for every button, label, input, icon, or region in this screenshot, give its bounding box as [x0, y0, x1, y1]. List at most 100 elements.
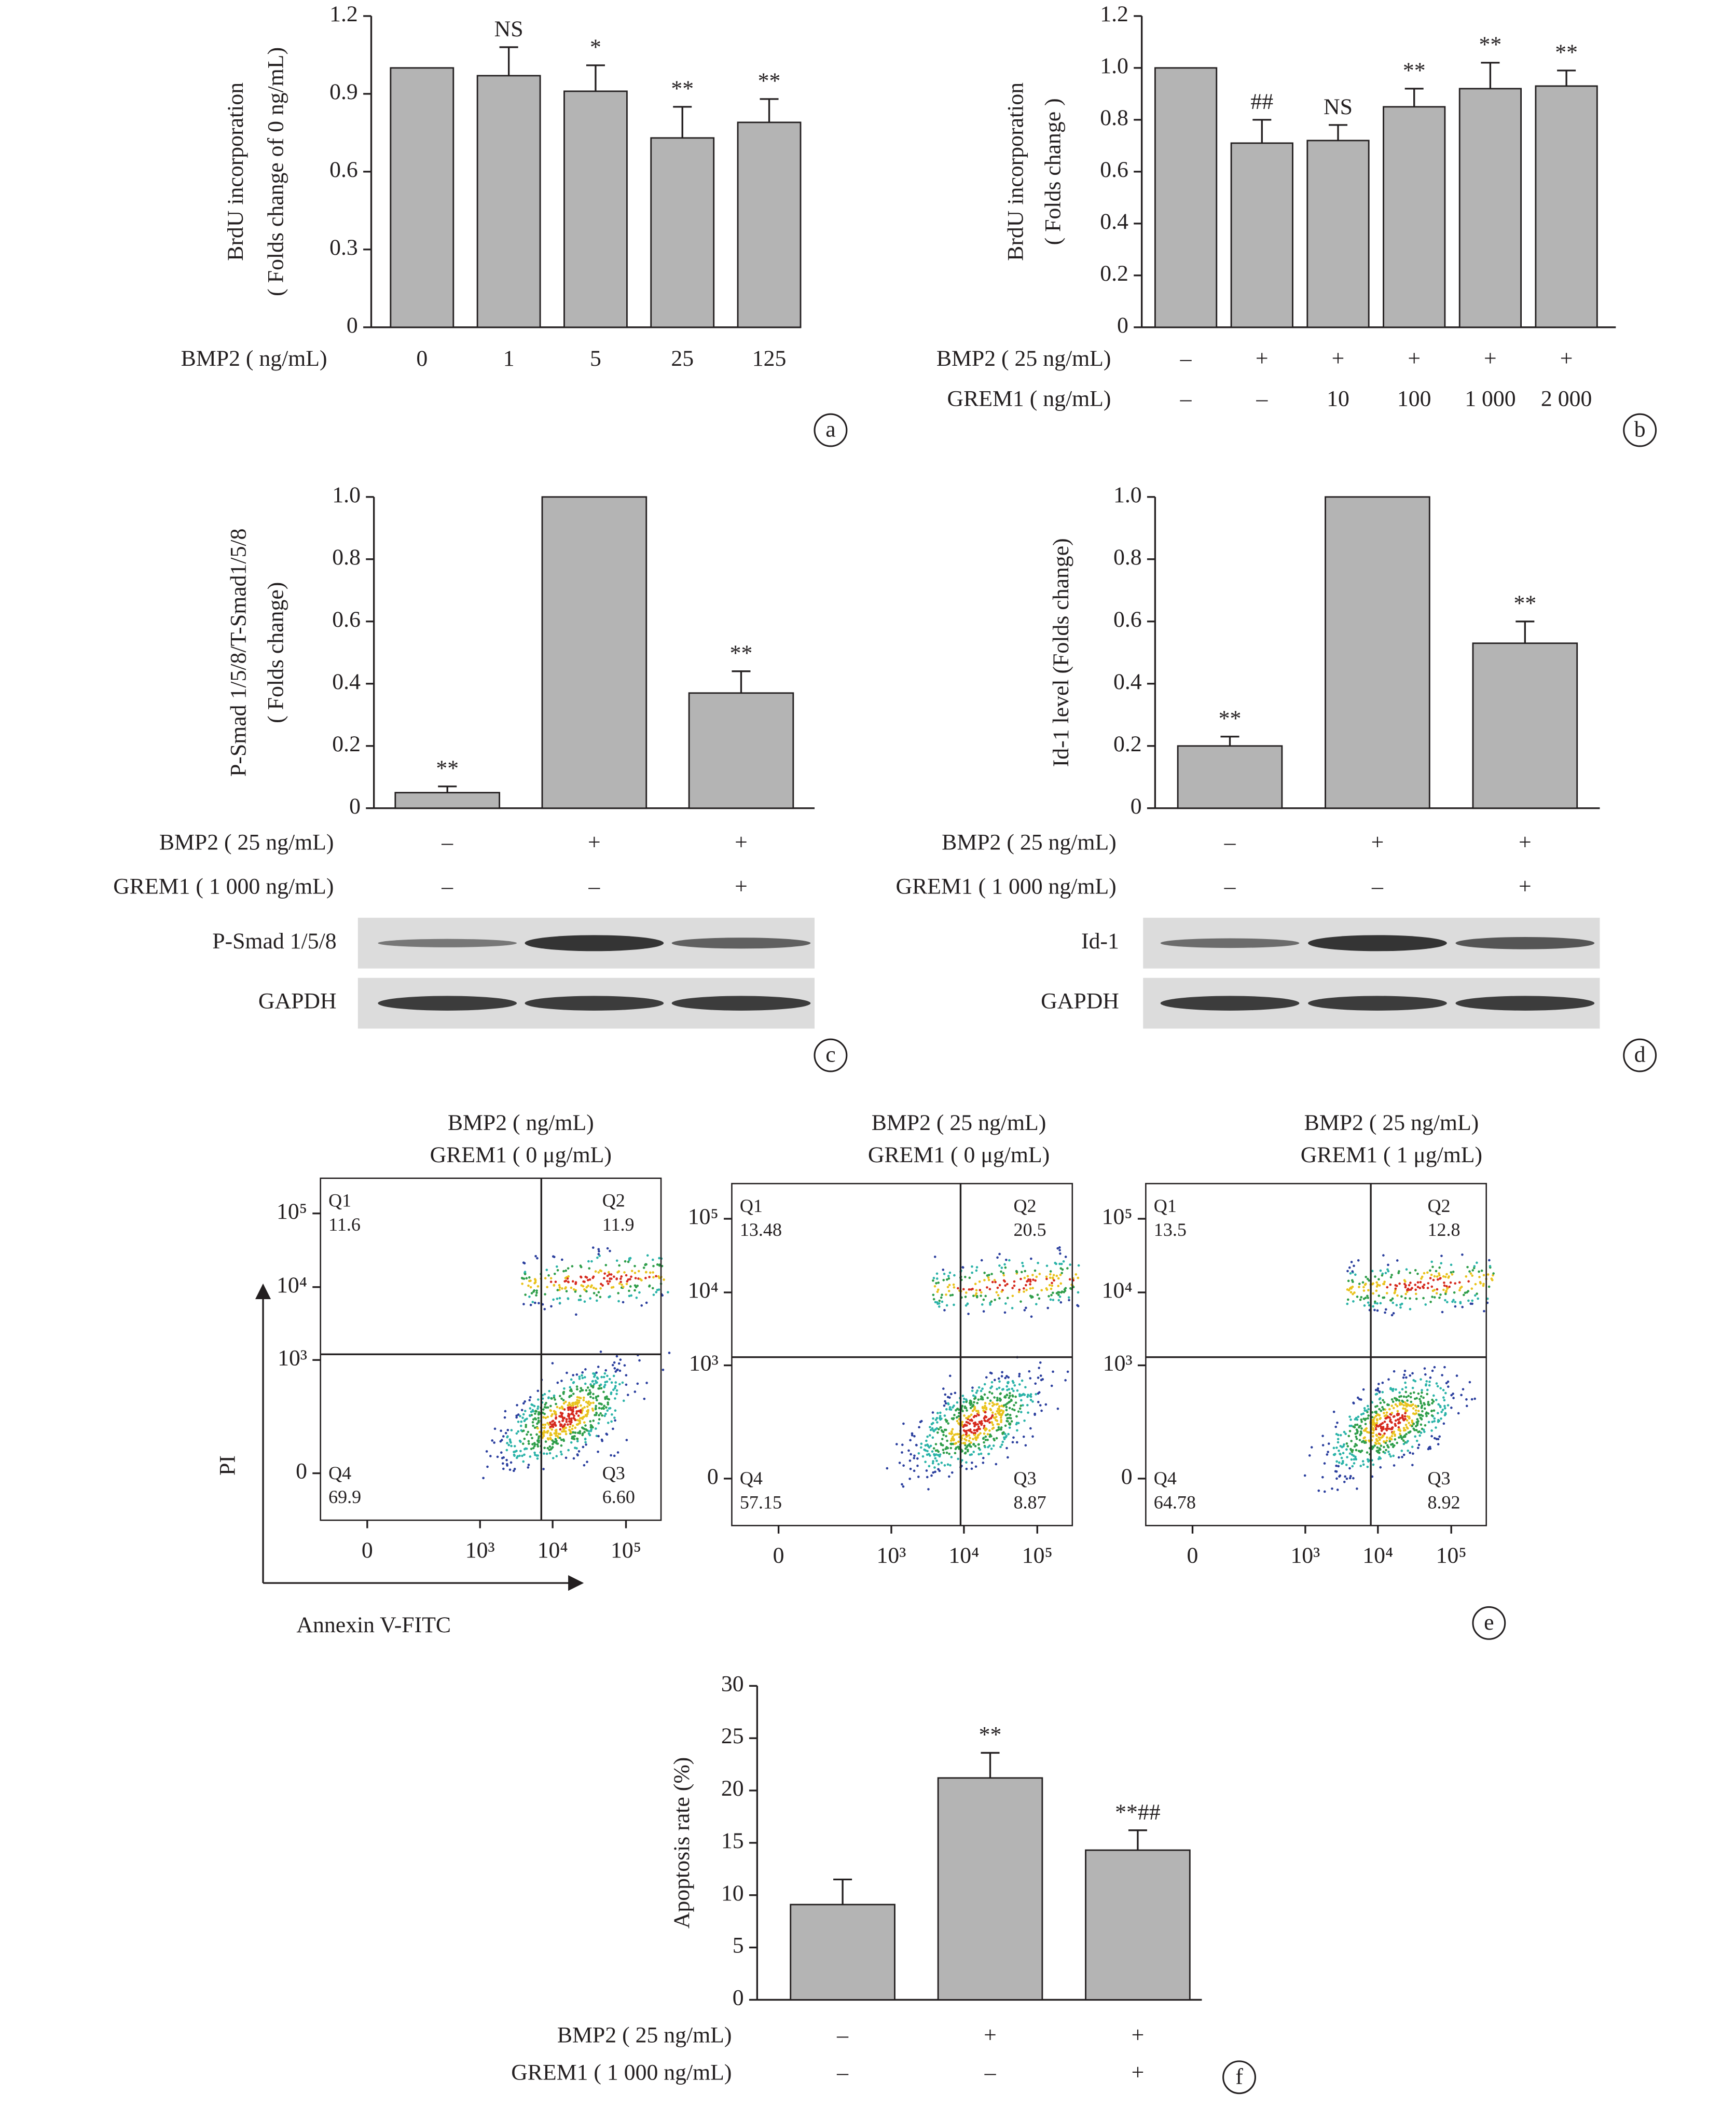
event-dot	[567, 1275, 570, 1278]
plot-title: GREM1 ( 0 μg/mL)	[430, 1142, 612, 1167]
event-dot	[1405, 1268, 1408, 1271]
event-dot	[648, 1284, 651, 1287]
event-dot	[515, 1432, 518, 1435]
event-dot	[625, 1439, 628, 1441]
event-dot	[1317, 1489, 1320, 1492]
event-dot	[567, 1280, 570, 1283]
event-dot	[593, 1292, 596, 1294]
event-dot	[1077, 1291, 1080, 1294]
event-dot	[1430, 1409, 1433, 1412]
event-dot	[982, 1437, 985, 1439]
plot-frame	[731, 1182, 1073, 1526]
event-dot	[965, 1461, 968, 1464]
event-dot	[982, 1462, 985, 1464]
event-dot	[531, 1409, 534, 1412]
quadrant-name: Q1	[328, 1190, 351, 1211]
event-dot	[606, 1247, 609, 1250]
event-dot	[603, 1386, 605, 1388]
event-dot	[1027, 1411, 1029, 1414]
event-dot	[597, 1366, 600, 1368]
event-dot	[984, 1294, 987, 1298]
event-dot	[989, 1303, 991, 1306]
event-dot	[1374, 1415, 1377, 1417]
event-dot	[1441, 1409, 1444, 1411]
event-dot	[1445, 1382, 1448, 1385]
event-dot	[939, 1415, 942, 1417]
event-dot	[543, 1412, 546, 1415]
event-dot	[599, 1269, 602, 1272]
event-dot	[1427, 1421, 1430, 1424]
event-dot	[1039, 1374, 1042, 1377]
event-dot	[962, 1400, 965, 1403]
y-tick-label: 10⁴	[688, 1278, 719, 1303]
event-dot	[1023, 1276, 1026, 1279]
event-dot	[600, 1375, 603, 1379]
event-dot	[1432, 1278, 1435, 1282]
event-dot	[506, 1429, 509, 1431]
event-dot	[533, 1404, 536, 1408]
event-dot	[955, 1433, 957, 1436]
event-dot	[585, 1389, 588, 1392]
event-dot	[1421, 1389, 1423, 1391]
event-dot	[987, 1278, 990, 1282]
event-dot	[520, 1429, 523, 1432]
event-dot	[1371, 1411, 1374, 1414]
event-dot	[638, 1291, 641, 1294]
event-dot	[593, 1383, 596, 1386]
x-tick-label: 10⁴	[1362, 1543, 1393, 1568]
event-dot	[1386, 1444, 1389, 1447]
event-dot	[1005, 1394, 1009, 1396]
event-dot	[967, 1313, 970, 1315]
event-dot	[1437, 1443, 1440, 1445]
event-dot	[597, 1291, 600, 1294]
event-dot	[1007, 1401, 1010, 1404]
panel-letter-circle	[1472, 1606, 1506, 1640]
significance-label: *	[590, 35, 601, 60]
row-value: +	[1484, 346, 1497, 371]
event-dot	[1009, 1391, 1011, 1395]
event-dot	[578, 1432, 582, 1435]
event-dot	[553, 1272, 556, 1275]
event-dot	[1439, 1277, 1442, 1279]
event-dot	[1310, 1446, 1313, 1449]
event-dot	[947, 1290, 950, 1292]
y-tick-label: 0	[707, 1464, 719, 1489]
event-dot	[523, 1410, 527, 1412]
event-dot	[916, 1464, 919, 1467]
event-dot	[971, 1410, 974, 1412]
event-dot	[994, 1413, 997, 1416]
event-dot	[1010, 1398, 1013, 1401]
event-dot	[574, 1282, 577, 1285]
event-dot	[968, 1439, 971, 1442]
event-dot	[527, 1442, 530, 1445]
event-dot	[1004, 1266, 1007, 1269]
event-dot	[620, 1275, 623, 1278]
event-dot	[1406, 1419, 1409, 1422]
event-dot	[1020, 1271, 1023, 1274]
event-dot	[1004, 1403, 1007, 1406]
event-dot	[1409, 1396, 1412, 1399]
event-dot	[1425, 1411, 1428, 1414]
y-tick-label: 30	[721, 1671, 744, 1696]
y-tick-label: 0.9	[329, 79, 358, 104]
event-dot	[599, 1412, 602, 1415]
event-dot	[1444, 1391, 1447, 1395]
event-dot	[612, 1427, 614, 1430]
event-dot	[902, 1485, 905, 1488]
event-dot	[1000, 1404, 1003, 1408]
row-value: +	[1332, 346, 1345, 371]
event-dot	[1435, 1292, 1438, 1295]
event-dot	[1051, 1284, 1054, 1287]
event-dot	[597, 1450, 599, 1453]
event-dot	[1416, 1281, 1420, 1284]
event-dot	[614, 1385, 617, 1387]
event-dot	[936, 1449, 939, 1452]
event-dot	[1347, 1279, 1350, 1283]
event-dot	[618, 1264, 621, 1267]
event-dot	[1410, 1400, 1413, 1403]
event-dot	[608, 1280, 611, 1283]
event-dot	[943, 1414, 946, 1417]
event-dot	[926, 1453, 929, 1456]
event-dot	[1450, 1407, 1453, 1409]
event-dot	[574, 1426, 577, 1429]
